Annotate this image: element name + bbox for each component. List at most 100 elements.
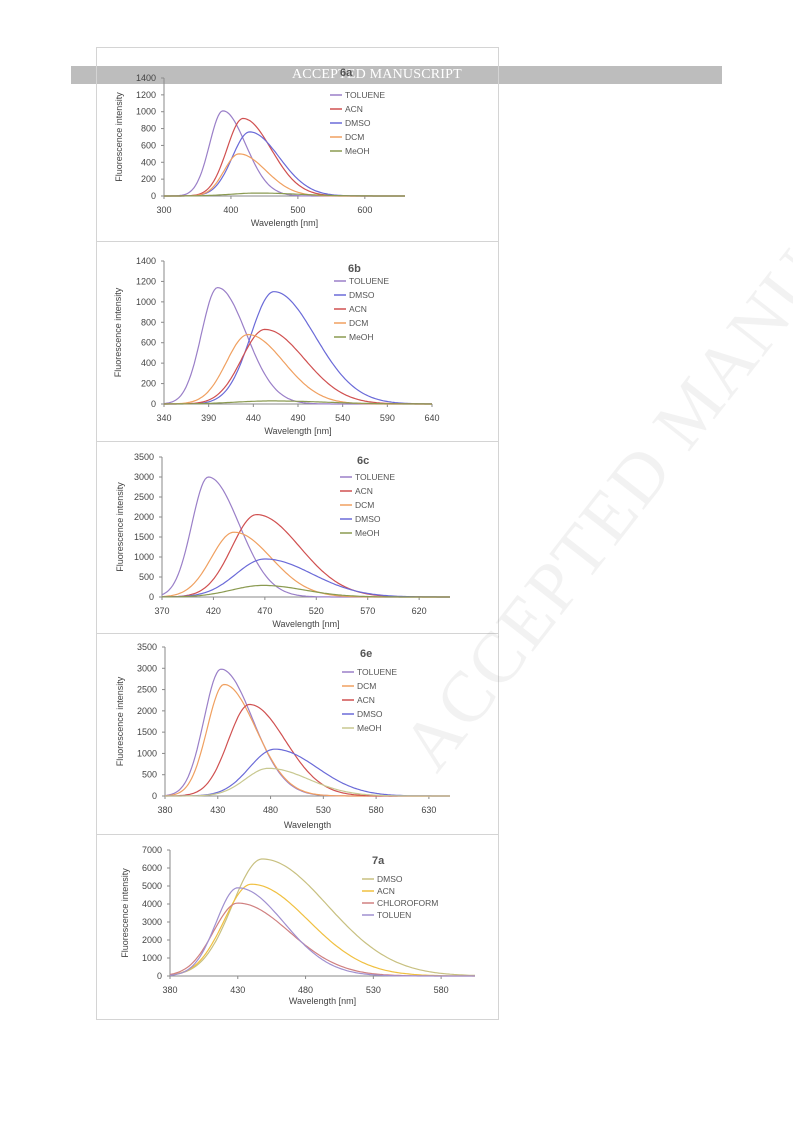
y-tick-label: 0 (157, 971, 162, 981)
y-tick-label: 2000 (137, 706, 157, 716)
x-tick-label: 420 (206, 606, 221, 616)
y-tick-label: 0 (149, 592, 154, 602)
chart-title: 7a (372, 855, 385, 867)
y-tick-label: 1500 (137, 727, 157, 737)
y-tick-label: 5000 (142, 881, 162, 891)
y-tick-label: 600 (141, 140, 156, 150)
y-tick-label: 1200 (136, 276, 156, 286)
x-tick-label: 300 (156, 205, 171, 215)
x-tick-label: 380 (162, 985, 177, 995)
series-line (164, 400, 432, 405)
y-tick-label: 1500 (134, 532, 154, 542)
y-tick-label: 1200 (136, 90, 156, 100)
x-tick-label: 490 (290, 413, 305, 423)
y-tick-label: 0 (151, 191, 156, 201)
x-tick-label: 400 (223, 205, 238, 215)
panel-divider (96, 441, 499, 442)
x-tick-label: 440 (246, 413, 261, 423)
y-tick-label: 1000 (134, 552, 154, 562)
x-axis-label: Wavelength [nm] (251, 218, 318, 228)
legend-label: TOLUEN (377, 910, 411, 920)
x-tick-label: 390 (201, 413, 216, 423)
legend-label: MeOH (345, 146, 370, 156)
x-tick-label: 380 (157, 805, 172, 815)
panel-divider (96, 834, 499, 835)
x-axis-label: Wavelength [nm] (272, 619, 339, 629)
series-line (165, 767, 450, 797)
series-line (162, 558, 450, 598)
legend-label: MeOH (357, 723, 382, 733)
legend-label: ACN (355, 486, 373, 496)
legend-label: DMSO (349, 290, 375, 300)
legend-label: MeOH (349, 332, 374, 342)
legend-label: DMSO (377, 874, 403, 884)
series-line (164, 333, 432, 405)
legend-label: DCM (345, 132, 364, 142)
y-tick-label: 400 (141, 157, 156, 167)
legend-label: ACN (345, 104, 363, 114)
y-tick-label: 2500 (134, 492, 154, 502)
series-line (161, 476, 450, 598)
y-axis-label: Fluorescence intensity (115, 482, 125, 572)
x-tick-label: 430 (230, 985, 245, 995)
panel-divider (96, 633, 499, 634)
x-tick-label: 570 (360, 606, 375, 616)
x-tick-label: 580 (434, 985, 449, 995)
y-tick-label: 1000 (137, 748, 157, 758)
legend-label: ACN (357, 695, 375, 705)
x-tick-label: 640 (424, 413, 439, 423)
y-tick-label: 600 (141, 338, 156, 348)
series-line (169, 887, 475, 977)
legend-label: TOLUENE (357, 667, 397, 677)
legend-label: DMSO (355, 514, 381, 524)
y-axis-label: Fluorescence intensity (115, 676, 125, 766)
x-tick-label: 630 (421, 805, 436, 815)
y-tick-label: 500 (139, 572, 154, 582)
x-tick-label: 430 (210, 805, 225, 815)
x-axis-label: Wavelength [nm] (289, 996, 356, 1006)
legend-label: DCM (349, 318, 368, 328)
x-tick-label: 590 (380, 413, 395, 423)
y-tick-label: 3000 (137, 663, 157, 673)
y-tick-label: 800 (141, 317, 156, 327)
x-tick-label: 620 (412, 606, 427, 616)
y-tick-label: 3000 (134, 472, 154, 482)
legend-label: ACN (349, 304, 367, 314)
chart-title: 6b (348, 263, 361, 275)
y-tick-label: 2000 (142, 935, 162, 945)
y-tick-label: 200 (141, 379, 156, 389)
legend-label: DMSO (357, 709, 383, 719)
y-tick-label: 800 (141, 124, 156, 134)
legend-label: ACN (377, 886, 395, 896)
x-tick-label: 520 (309, 606, 324, 616)
x-tick-label: 500 (290, 205, 305, 215)
y-tick-label: 7000 (142, 845, 162, 855)
legend-label: DCM (355, 500, 374, 510)
series-line (164, 291, 432, 405)
y-tick-label: 3000 (142, 917, 162, 927)
y-tick-label: 400 (141, 358, 156, 368)
series-line (169, 902, 475, 977)
legend-label: DMSO (345, 118, 371, 128)
x-tick-label: 580 (369, 805, 384, 815)
y-tick-label: 4000 (142, 899, 162, 909)
series-line (169, 858, 475, 976)
series-line (162, 584, 450, 598)
y-tick-label: 1000 (142, 953, 162, 963)
y-tick-label: 2500 (137, 685, 157, 695)
x-axis-label: Wavelength [nm] (264, 426, 331, 436)
y-tick-label: 200 (141, 174, 156, 184)
x-tick-label: 530 (316, 805, 331, 815)
x-tick-label: 340 (156, 413, 171, 423)
panel-divider (96, 241, 499, 242)
legend-label: TOLUENE (349, 276, 389, 286)
series-line (165, 748, 450, 797)
series-line (164, 117, 405, 197)
y-tick-label: 2000 (134, 512, 154, 522)
series-line (164, 668, 450, 797)
y-axis-label: Fluorescence intensity (114, 92, 124, 182)
y-axis-label: Fluorescence intensity (120, 868, 130, 958)
x-tick-label: 370 (154, 606, 169, 616)
legend-label: DCM (357, 681, 376, 691)
